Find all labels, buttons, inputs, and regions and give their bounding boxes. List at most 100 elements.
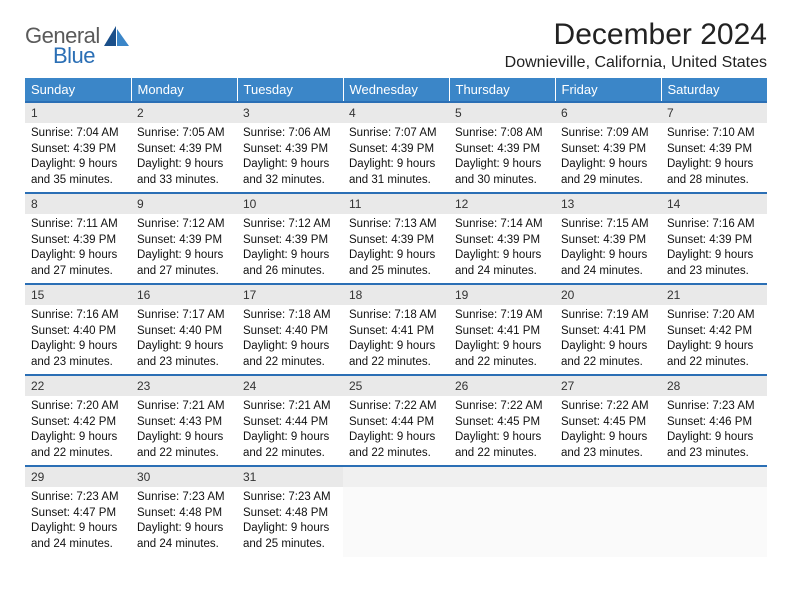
sunset-line: Sunset: 4:45 PM: [455, 415, 549, 431]
sunset-line: Sunset: 4:44 PM: [243, 415, 337, 431]
sunset-line: Sunset: 4:39 PM: [349, 142, 443, 158]
day-detail-cell: Sunrise: 7:18 AMSunset: 4:41 PMDaylight:…: [343, 305, 449, 375]
day-number-row: 15161718192021: [25, 284, 767, 305]
sunrise-line: Sunrise: 7:23 AM: [137, 490, 231, 506]
sunrise-line: Sunrise: 7:22 AM: [349, 399, 443, 415]
sunset-line: Sunset: 4:40 PM: [137, 324, 231, 340]
day-number-cell: 10: [237, 193, 343, 214]
daylight-line: Daylight: 9 hours and 24 minutes.: [137, 521, 231, 552]
day-detail-cell: Sunrise: 7:22 AMSunset: 4:44 PMDaylight:…: [343, 396, 449, 466]
day-detail-cell: Sunrise: 7:18 AMSunset: 4:40 PMDaylight:…: [237, 305, 343, 375]
daylight-line: Daylight: 9 hours and 23 minutes.: [137, 339, 231, 370]
sunrise-line: Sunrise: 7:20 AM: [667, 308, 761, 324]
day-detail-cell: Sunrise: 7:09 AMSunset: 4:39 PMDaylight:…: [555, 123, 661, 193]
daylight-line: Daylight: 9 hours and 22 minutes.: [349, 430, 443, 461]
day-number-cell: 24: [237, 375, 343, 396]
day-detail-cell: [555, 487, 661, 557]
day-number-cell: [343, 466, 449, 487]
day-number-cell: 16: [131, 284, 237, 305]
sunrise-line: Sunrise: 7:20 AM: [31, 399, 125, 415]
day-number-cell: 30: [131, 466, 237, 487]
day-detail-cell: Sunrise: 7:14 AMSunset: 4:39 PMDaylight:…: [449, 214, 555, 284]
weekday-header: Monday: [131, 78, 237, 102]
sail-icon: [104, 26, 130, 53]
sunrise-line: Sunrise: 7:23 AM: [31, 490, 125, 506]
day-detail-cell: Sunrise: 7:04 AMSunset: 4:39 PMDaylight:…: [25, 123, 131, 193]
sunrise-line: Sunrise: 7:16 AM: [667, 217, 761, 233]
sunrise-line: Sunrise: 7:19 AM: [455, 308, 549, 324]
day-number-cell: 14: [661, 193, 767, 214]
day-detail-cell: Sunrise: 7:17 AMSunset: 4:40 PMDaylight:…: [131, 305, 237, 375]
sunset-line: Sunset: 4:39 PM: [31, 233, 125, 249]
sunset-line: Sunset: 4:39 PM: [561, 233, 655, 249]
day-number-cell: 12: [449, 193, 555, 214]
day-body-row: Sunrise: 7:20 AMSunset: 4:42 PMDaylight:…: [25, 396, 767, 466]
sunset-line: Sunset: 4:40 PM: [243, 324, 337, 340]
day-detail-cell: Sunrise: 7:16 AMSunset: 4:40 PMDaylight:…: [25, 305, 131, 375]
sunrise-line: Sunrise: 7:08 AM: [455, 126, 549, 142]
sunrise-line: Sunrise: 7:05 AM: [137, 126, 231, 142]
page-header: General Blue December 2024 Downieville, …: [25, 18, 767, 72]
day-number-cell: 3: [237, 102, 343, 123]
day-number-cell: 7: [661, 102, 767, 123]
brand-logo: General Blue: [25, 18, 130, 67]
day-number-cell: 17: [237, 284, 343, 305]
sunset-line: Sunset: 4:39 PM: [137, 233, 231, 249]
daylight-line: Daylight: 9 hours and 22 minutes.: [667, 339, 761, 370]
sunrise-line: Sunrise: 7:10 AM: [667, 126, 761, 142]
sunrise-line: Sunrise: 7:19 AM: [561, 308, 655, 324]
day-number-cell: 6: [555, 102, 661, 123]
weekday-header: Thursday: [449, 78, 555, 102]
day-number-cell: 23: [131, 375, 237, 396]
daylight-line: Daylight: 9 hours and 22 minutes.: [455, 339, 549, 370]
daylight-line: Daylight: 9 hours and 27 minutes.: [137, 248, 231, 279]
sunrise-line: Sunrise: 7:11 AM: [31, 217, 125, 233]
calendar-table: Sunday Monday Tuesday Wednesday Thursday…: [25, 78, 767, 557]
daylight-line: Daylight: 9 hours and 22 minutes.: [243, 430, 337, 461]
daylight-line: Daylight: 9 hours and 23 minutes.: [667, 430, 761, 461]
calendar-page: General Blue December 2024 Downieville, …: [0, 0, 792, 567]
sunset-line: Sunset: 4:44 PM: [349, 415, 443, 431]
daylight-line: Daylight: 9 hours and 24 minutes.: [561, 248, 655, 279]
day-number-cell: 15: [25, 284, 131, 305]
day-number-row: 1234567: [25, 102, 767, 123]
calendar-body: 1234567Sunrise: 7:04 AMSunset: 4:39 PMDa…: [25, 102, 767, 557]
day-detail-cell: Sunrise: 7:23 AMSunset: 4:48 PMDaylight:…: [131, 487, 237, 557]
day-body-row: Sunrise: 7:04 AMSunset: 4:39 PMDaylight:…: [25, 123, 767, 193]
sunrise-line: Sunrise: 7:18 AM: [349, 308, 443, 324]
day-number-cell: 26: [449, 375, 555, 396]
day-detail-cell: Sunrise: 7:08 AMSunset: 4:39 PMDaylight:…: [449, 123, 555, 193]
daylight-line: Daylight: 9 hours and 22 minutes.: [455, 430, 549, 461]
day-detail-cell: Sunrise: 7:23 AMSunset: 4:46 PMDaylight:…: [661, 396, 767, 466]
day-detail-cell: Sunrise: 7:05 AMSunset: 4:39 PMDaylight:…: [131, 123, 237, 193]
sunrise-line: Sunrise: 7:17 AM: [137, 308, 231, 324]
sunrise-line: Sunrise: 7:18 AM: [243, 308, 337, 324]
sunset-line: Sunset: 4:39 PM: [667, 233, 761, 249]
day-number-cell: 22: [25, 375, 131, 396]
day-detail-cell: Sunrise: 7:22 AMSunset: 4:45 PMDaylight:…: [555, 396, 661, 466]
daylight-line: Daylight: 9 hours and 27 minutes.: [31, 248, 125, 279]
day-detail-cell: [449, 487, 555, 557]
sunset-line: Sunset: 4:39 PM: [31, 142, 125, 158]
daylight-line: Daylight: 9 hours and 32 minutes.: [243, 157, 337, 188]
day-number-cell: [661, 466, 767, 487]
day-detail-cell: Sunrise: 7:21 AMSunset: 4:44 PMDaylight:…: [237, 396, 343, 466]
day-number-cell: 21: [661, 284, 767, 305]
weekday-header: Wednesday: [343, 78, 449, 102]
sunrise-line: Sunrise: 7:12 AM: [137, 217, 231, 233]
daylight-line: Daylight: 9 hours and 25 minutes.: [243, 521, 337, 552]
day-body-row: Sunrise: 7:23 AMSunset: 4:47 PMDaylight:…: [25, 487, 767, 557]
sunset-line: Sunset: 4:45 PM: [561, 415, 655, 431]
sunset-line: Sunset: 4:39 PM: [455, 233, 549, 249]
daylight-line: Daylight: 9 hours and 23 minutes.: [667, 248, 761, 279]
day-detail-cell: Sunrise: 7:20 AMSunset: 4:42 PMDaylight:…: [661, 305, 767, 375]
day-number-cell: 20: [555, 284, 661, 305]
sunrise-line: Sunrise: 7:07 AM: [349, 126, 443, 142]
daylight-line: Daylight: 9 hours and 24 minutes.: [455, 248, 549, 279]
sunrise-line: Sunrise: 7:23 AM: [667, 399, 761, 415]
day-number-cell: 5: [449, 102, 555, 123]
sunrise-line: Sunrise: 7:04 AM: [31, 126, 125, 142]
day-number-row: 293031: [25, 466, 767, 487]
sunset-line: Sunset: 4:41 PM: [561, 324, 655, 340]
title-block: December 2024 Downieville, California, U…: [505, 18, 767, 72]
